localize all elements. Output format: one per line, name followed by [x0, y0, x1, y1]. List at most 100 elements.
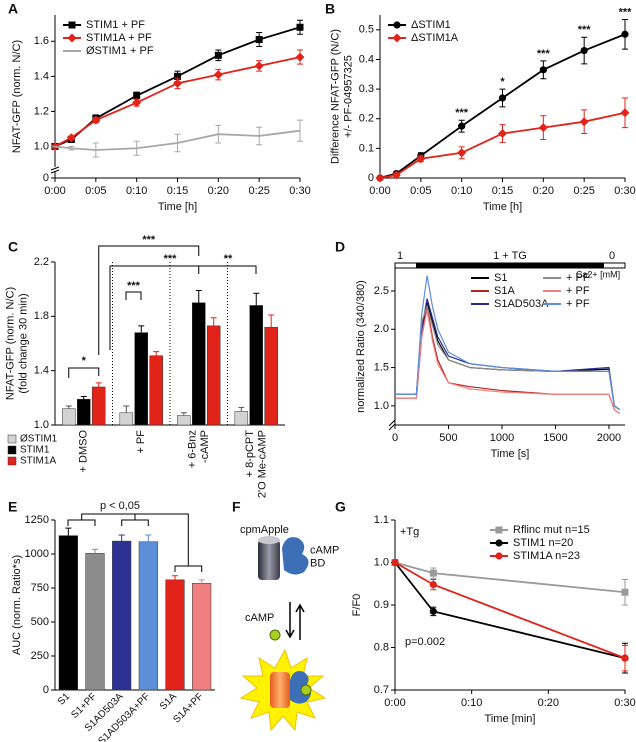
legend-marker — [495, 526, 503, 534]
diagram-f: F cpmApple cAMP BD cAMP — [232, 499, 339, 732]
y-axis-label: normalized Ratio (340/380) — [355, 280, 367, 413]
y-tick-label: 2.5 — [374, 285, 389, 297]
y-axis-label: Difference NFAT-GFP (N/C)+/- PF-04957325 — [330, 29, 355, 164]
x-tick-label: + PF — [135, 430, 147, 454]
legend-marker — [68, 21, 76, 29]
x-tick-label: + DMSO — [78, 430, 90, 473]
marker — [429, 581, 437, 589]
significance-label: *** — [455, 107, 469, 119]
marker — [498, 94, 507, 102]
marker — [416, 154, 426, 164]
annotation: 1 — [397, 250, 403, 262]
panel-label: F — [232, 499, 241, 515]
y-tick-label: 0.5 — [359, 24, 374, 36]
annotation: p < 0,05 — [100, 500, 140, 512]
line — [394, 561, 626, 594]
error-bar — [253, 292, 260, 306]
marker — [132, 98, 142, 108]
error-bar — [297, 119, 303, 142]
error-bar — [95, 382, 102, 387]
significance-label: *** — [578, 24, 592, 36]
x-tick-label: 0:10 — [461, 697, 482, 709]
marker — [498, 129, 507, 139]
marker — [66, 133, 76, 143]
marker — [538, 123, 548, 133]
arrows — [285, 602, 305, 640]
binding-domain — [282, 537, 309, 575]
bracket — [68, 367, 100, 378]
x-tick-label: 1000 — [490, 432, 514, 444]
x-tick-label: 0:30 — [289, 185, 310, 197]
error-bar — [65, 527, 72, 536]
bar — [134, 332, 148, 426]
sensor-barrel-bright — [270, 672, 290, 708]
significance-label: *** — [619, 6, 633, 18]
x-tick-label: 0:00 — [384, 697, 405, 709]
bar — [119, 412, 134, 426]
legend-swatch — [7, 445, 17, 455]
x-tick-label: 0:25 — [248, 185, 269, 197]
annotation: +Tg — [400, 526, 419, 538]
bar — [58, 535, 78, 691]
bracket — [67, 519, 96, 526]
y-tick-label: 0 — [368, 172, 374, 184]
y-tick-label: 0.3 — [359, 83, 374, 95]
marker — [539, 66, 547, 74]
error-bar — [198, 579, 205, 584]
marker — [391, 170, 401, 180]
annotation: ** — [224, 253, 233, 265]
y-tick-label: 0.2 — [359, 113, 374, 125]
bar — [234, 411, 249, 426]
legend-label: ΔSTIM1A — [411, 32, 459, 44]
sensor-top — [258, 536, 280, 544]
line — [54, 26, 301, 148]
panel-label: G — [335, 499, 346, 515]
legend-label: + PF — [566, 285, 590, 297]
line — [379, 111, 626, 179]
x-tick-label: 0:15 — [492, 185, 513, 197]
bracket — [125, 291, 142, 300]
sensor-barrel — [258, 540, 280, 580]
annotation: * — [82, 355, 87, 367]
x-tick-label: 0:30 — [614, 185, 635, 197]
error-bar — [210, 317, 217, 326]
x-tick-label: + 6-Bnz-cAMP — [186, 430, 211, 468]
line — [395, 310, 621, 414]
marker — [295, 52, 305, 62]
x-tick-label: S1 — [56, 691, 73, 708]
legend-label: + PF — [566, 298, 590, 310]
camp-bound — [300, 684, 312, 696]
y-axis-label: AUC (norm. Ratio*s) — [11, 555, 23, 655]
bracket — [109, 265, 257, 350]
legend-label: STIM1 + PF — [86, 19, 145, 31]
x-tick-label: 0 — [392, 432, 398, 444]
error-bar — [195, 290, 202, 303]
y-tick-label: 1.6 — [34, 35, 49, 47]
error-bar — [65, 405, 72, 409]
line — [54, 129, 301, 151]
bar — [112, 540, 132, 691]
error-bar — [123, 405, 130, 413]
y-tick-label: 1.1 — [374, 514, 389, 526]
camp-molecule — [269, 629, 281, 641]
legend-marker — [67, 33, 77, 43]
panel-label: B — [325, 1, 335, 17]
line — [395, 275, 621, 411]
legend-label: STIM1 — [20, 445, 50, 456]
marker — [174, 72, 181, 80]
y-tick-label: 0.7 — [374, 684, 389, 696]
x-axis-label: Time [h] — [158, 201, 197, 213]
error-bar — [238, 406, 245, 412]
annotation: *** — [164, 253, 178, 265]
diagram-label: cpmApple — [240, 524, 289, 536]
panel-label: E — [8, 499, 17, 515]
bar — [149, 355, 163, 426]
y-tick-label: 1.5 — [374, 361, 389, 373]
y-tick-label: 2.2 — [34, 256, 49, 268]
bar — [85, 553, 105, 691]
x-tick-label: + 8-pCPT2'O Me-cAMP — [244, 430, 269, 498]
legend-label: S1AD503A — [494, 298, 549, 310]
marker — [255, 36, 263, 44]
legend-marker — [392, 33, 402, 43]
legend-label: STIM1 n=20 — [513, 537, 573, 549]
